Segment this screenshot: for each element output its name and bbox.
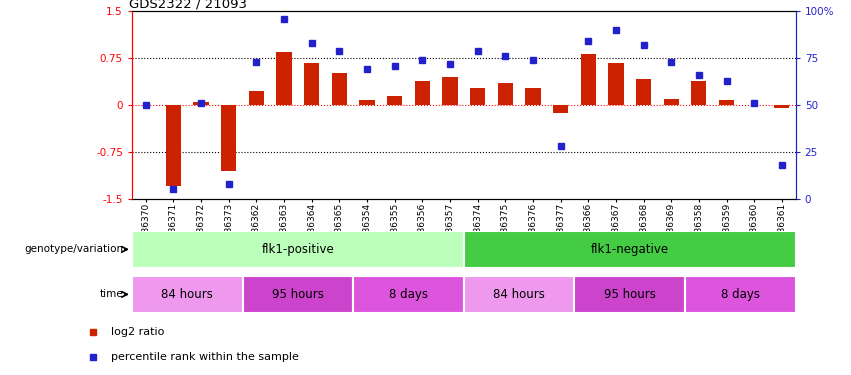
Bar [332,72,347,105]
Bar [608,63,624,105]
Bar [166,105,181,186]
Text: 95 hours: 95 hours [272,288,323,301]
Bar [277,52,292,105]
Text: 84 hours: 84 hours [494,288,545,301]
Text: GDS2322 / 21093: GDS2322 / 21093 [129,0,247,10]
Bar [387,96,403,105]
Bar [353,276,464,313]
Text: genotype/variation: genotype/variation [25,244,123,254]
Bar [304,63,319,105]
Bar [664,99,679,105]
Text: flk1-positive: flk1-positive [261,243,334,256]
Bar [132,231,464,268]
Bar [553,105,568,112]
Bar [774,105,790,108]
Bar [525,87,540,105]
Bar [574,276,685,313]
Text: 8 days: 8 days [389,288,428,301]
Bar [464,276,574,313]
Text: flk1-negative: flk1-negative [591,243,669,256]
Bar [193,102,208,105]
Bar [443,77,458,105]
Bar [470,87,485,105]
Text: 8 days: 8 days [721,288,760,301]
Text: log2 ratio: log2 ratio [111,327,164,338]
Bar [243,276,353,313]
Bar [498,83,513,105]
Bar [414,81,430,105]
Bar [221,105,237,171]
Text: time: time [100,290,123,299]
Bar [691,81,706,105]
Bar [248,91,264,105]
Bar [464,231,796,268]
Text: percentile rank within the sample: percentile rank within the sample [111,352,299,362]
Bar [132,276,243,313]
Bar [685,276,796,313]
Text: 95 hours: 95 hours [604,288,655,301]
Bar [580,54,596,105]
Bar [719,100,734,105]
Bar [636,79,651,105]
Bar [359,100,374,105]
Text: 84 hours: 84 hours [162,288,213,301]
